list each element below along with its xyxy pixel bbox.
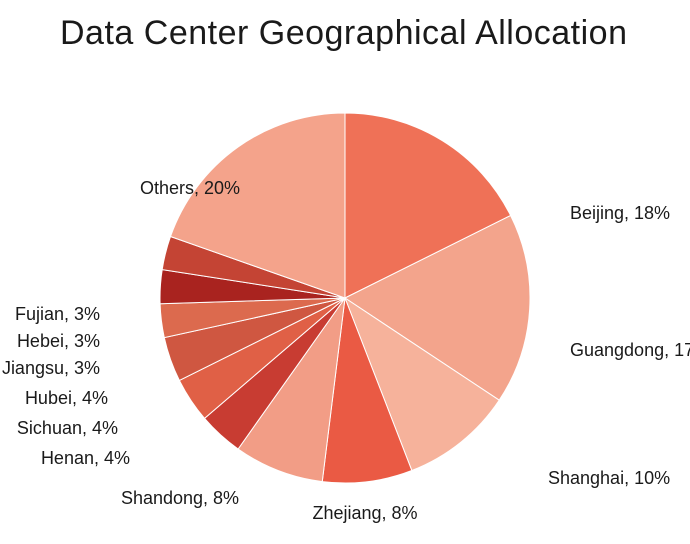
slice-label: Zhejiang, 8% (312, 503, 417, 524)
slice-label: Hebei, 3% (17, 331, 100, 352)
slice-label: Others, 20% (140, 178, 240, 199)
slice-label: Shanghai, 10% (548, 468, 670, 489)
slice-label: Beijing, 18% (570, 203, 670, 224)
slice-label: Sichuan, 4% (17, 418, 118, 439)
slice-label: Henan, 4% (41, 448, 130, 469)
slice-label: Fujian, 3% (15, 304, 100, 325)
slice-label: Guangdong, 17% (570, 340, 690, 361)
slice-label: Shandong, 8% (121, 488, 239, 509)
slice-label: Hubei, 4% (25, 388, 108, 409)
slice-label: Jiangsu, 3% (2, 358, 100, 379)
chart-title: Data Center Geographical Allocation (60, 14, 628, 53)
